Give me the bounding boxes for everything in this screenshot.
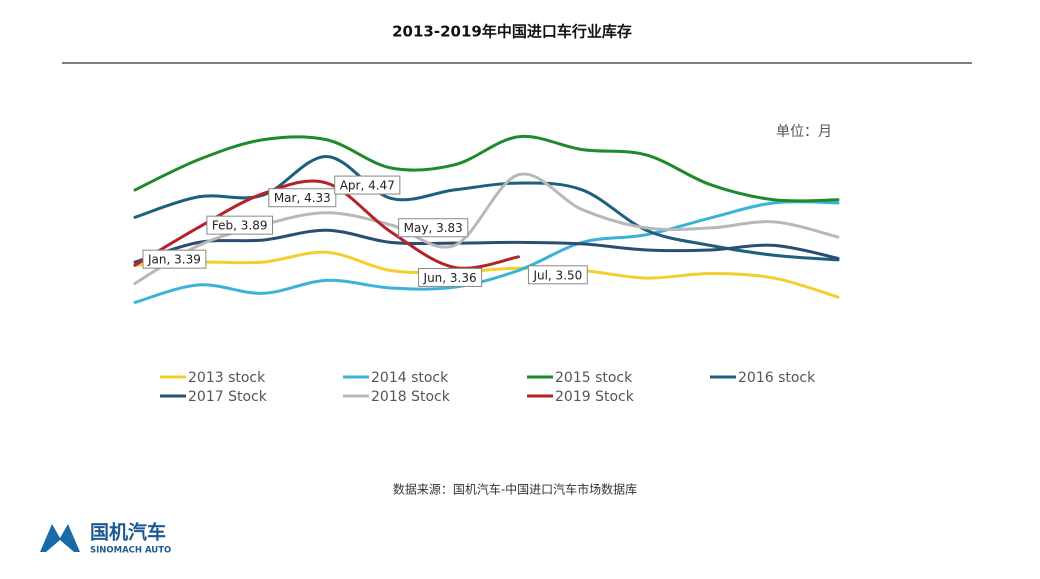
source-note: 数据来源：国机汽车-中国进口汽车市场数据库 (393, 482, 637, 497)
data-label-box (527, 265, 588, 285)
data-label: Jan, 3.39 (142, 249, 207, 269)
data-label-text: Jan, 3.39 (147, 253, 201, 267)
data-label-box (206, 215, 274, 235)
data-label-text: Feb, 3.89 (212, 219, 268, 233)
data-label-box (268, 188, 337, 208)
data-label-text: Apr, 4.47 (340, 179, 395, 193)
data-label-box (142, 249, 207, 269)
legend-label: 2015 stock (555, 370, 633, 386)
chart-title: 2013-2019年中国进口车行业库存 (392, 23, 632, 41)
data-label: Feb, 3.89 (206, 215, 274, 235)
logo-icon-cut (46, 540, 74, 552)
legend-label: 2013 stock (188, 370, 266, 386)
legend-label: 2018 Stock (371, 389, 451, 405)
data-label: Jun, 3.36 (418, 267, 483, 287)
data-label-box (334, 175, 401, 195)
data-label-box (398, 218, 469, 238)
data-label: May, 3.83 (398, 218, 469, 238)
legend-label: 2014 stock (371, 370, 449, 386)
series-line (133, 228, 840, 264)
series-line (133, 134, 840, 203)
data-label: Mar, 4.33 (268, 188, 337, 208)
legend-label: 2019 Stock (555, 389, 635, 405)
series-line (133, 200, 840, 304)
series-line (133, 250, 840, 299)
legend-label: 2016 stock (738, 370, 816, 386)
logo-icon (40, 524, 80, 552)
data-label: Jul, 3.50 (527, 265, 588, 285)
data-label-text: May, 3.83 (404, 221, 463, 235)
logo-subtitle: SINOMACH AUTO (90, 546, 171, 556)
series-line (133, 179, 520, 270)
data-label-text: Mar, 4.33 (274, 191, 331, 205)
logo: 国机汽车 SINOMACH AUTO (40, 521, 171, 556)
logo-name: 国机汽车 (90, 521, 166, 544)
data-label-box (418, 267, 483, 287)
data-label-text: Jul, 3.50 (532, 268, 582, 282)
unit-note: 单位：月 (776, 124, 832, 140)
legend-label: 2017 Stock (188, 389, 268, 405)
data-label-text: Jun, 3.36 (423, 271, 477, 285)
data-label: Apr, 4.47 (334, 175, 401, 195)
